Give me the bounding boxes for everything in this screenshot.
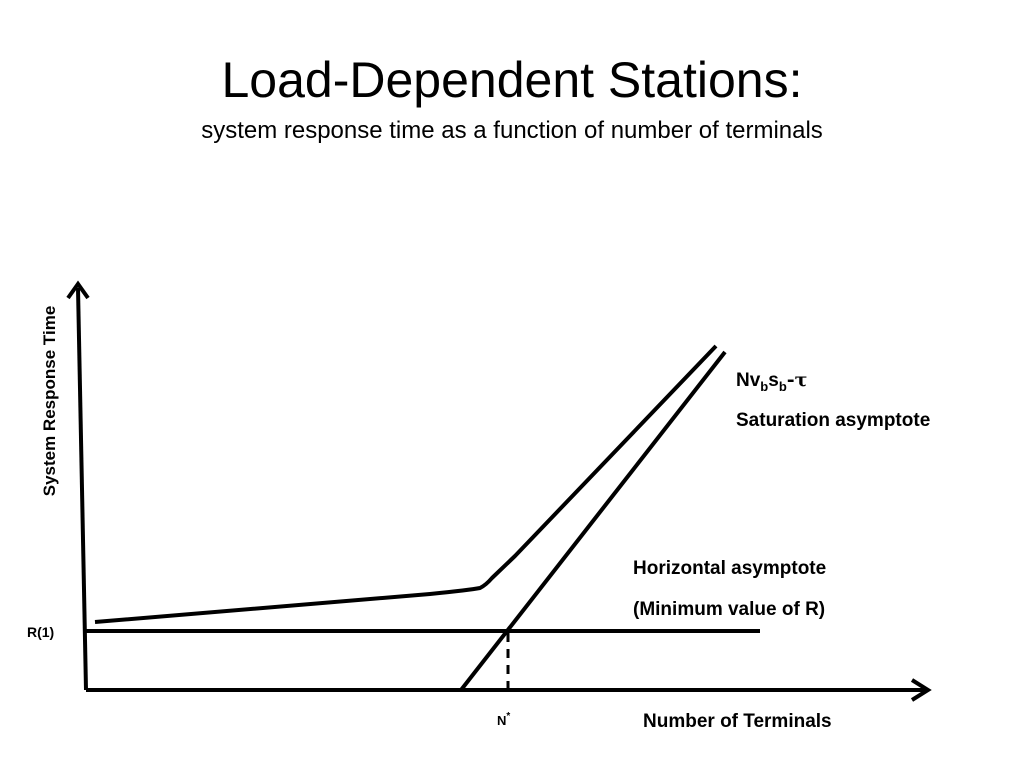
y-axis xyxy=(76,287,88,691)
slide-title: Load-Dependent Stations: xyxy=(221,52,803,108)
horizontal-asymptote-label: Horizontal asymptote xyxy=(633,558,826,579)
y-axis-label: System Response Time xyxy=(40,306,59,497)
x-axis-label: Number of Terminals xyxy=(643,711,832,732)
response-time-curve xyxy=(94,344,718,624)
y-axis-arrowhead xyxy=(66,280,90,300)
saturation-asymptote-line xyxy=(459,350,727,692)
n-star-label: N* xyxy=(497,711,510,728)
x-axis-arrowhead xyxy=(910,678,932,702)
r1-label: R(1) xyxy=(27,624,54,640)
slide-subtitle: system response time as a function of nu… xyxy=(201,117,823,144)
minimum-value-label: (Minimum value of R) xyxy=(633,599,825,620)
saturation-asymptote-label: Saturation asymptote xyxy=(736,410,930,431)
saturation-formula: Nvbsb-τ xyxy=(736,369,807,394)
